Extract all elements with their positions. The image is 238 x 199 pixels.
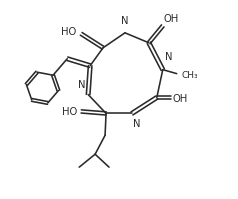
Text: N: N — [133, 119, 140, 129]
Text: N: N — [165, 52, 172, 62]
Text: HO: HO — [62, 107, 77, 117]
Text: OH: OH — [172, 94, 188, 103]
Text: HO: HO — [61, 27, 76, 37]
Text: CH₃: CH₃ — [182, 71, 198, 80]
Text: N: N — [121, 16, 129, 26]
Text: OH: OH — [164, 14, 179, 24]
Text: N: N — [78, 80, 86, 90]
